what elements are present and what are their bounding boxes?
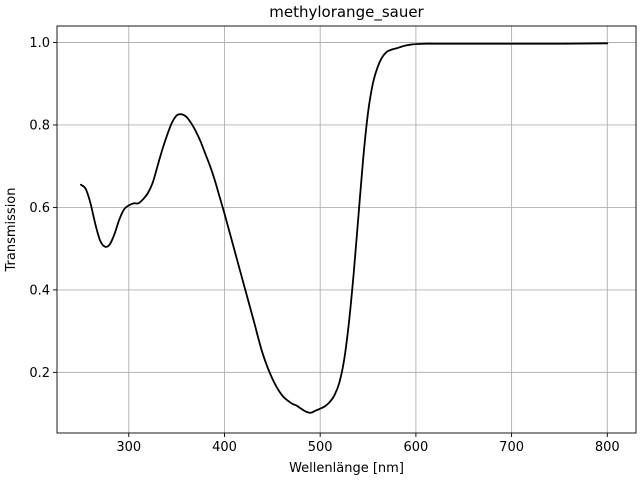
plot-frame: [56, 25, 637, 434]
x-axis-label: Wellenlänge [nm]: [289, 461, 404, 476]
x-tick-label: 400: [212, 440, 237, 455]
y-tick-label: 0.6: [29, 201, 50, 216]
ticks: 300 400 500 600 700 800 0.2 0.4 0.6 0.8 1.0: [29, 36, 619, 455]
x-tick-label: 700: [499, 440, 524, 455]
x-tick-label: 800: [595, 440, 620, 455]
grid: [57, 26, 636, 433]
chart-title: methylorange_sauer: [269, 3, 424, 22]
transmission-series-line: [80, 42, 609, 414]
x-tick-label: 500: [308, 440, 333, 455]
x-tick-label: 600: [403, 440, 428, 455]
y-tick-label: 1.0: [29, 36, 50, 51]
x-tick-label: 300: [116, 440, 141, 455]
series-layer: [80, 42, 609, 414]
y-tick-label: 0.4: [29, 283, 50, 298]
y-tick-label: 0.8: [29, 118, 50, 133]
y-tick-label: 0.2: [29, 366, 50, 381]
y-axis-label: Transmission: [4, 188, 19, 273]
